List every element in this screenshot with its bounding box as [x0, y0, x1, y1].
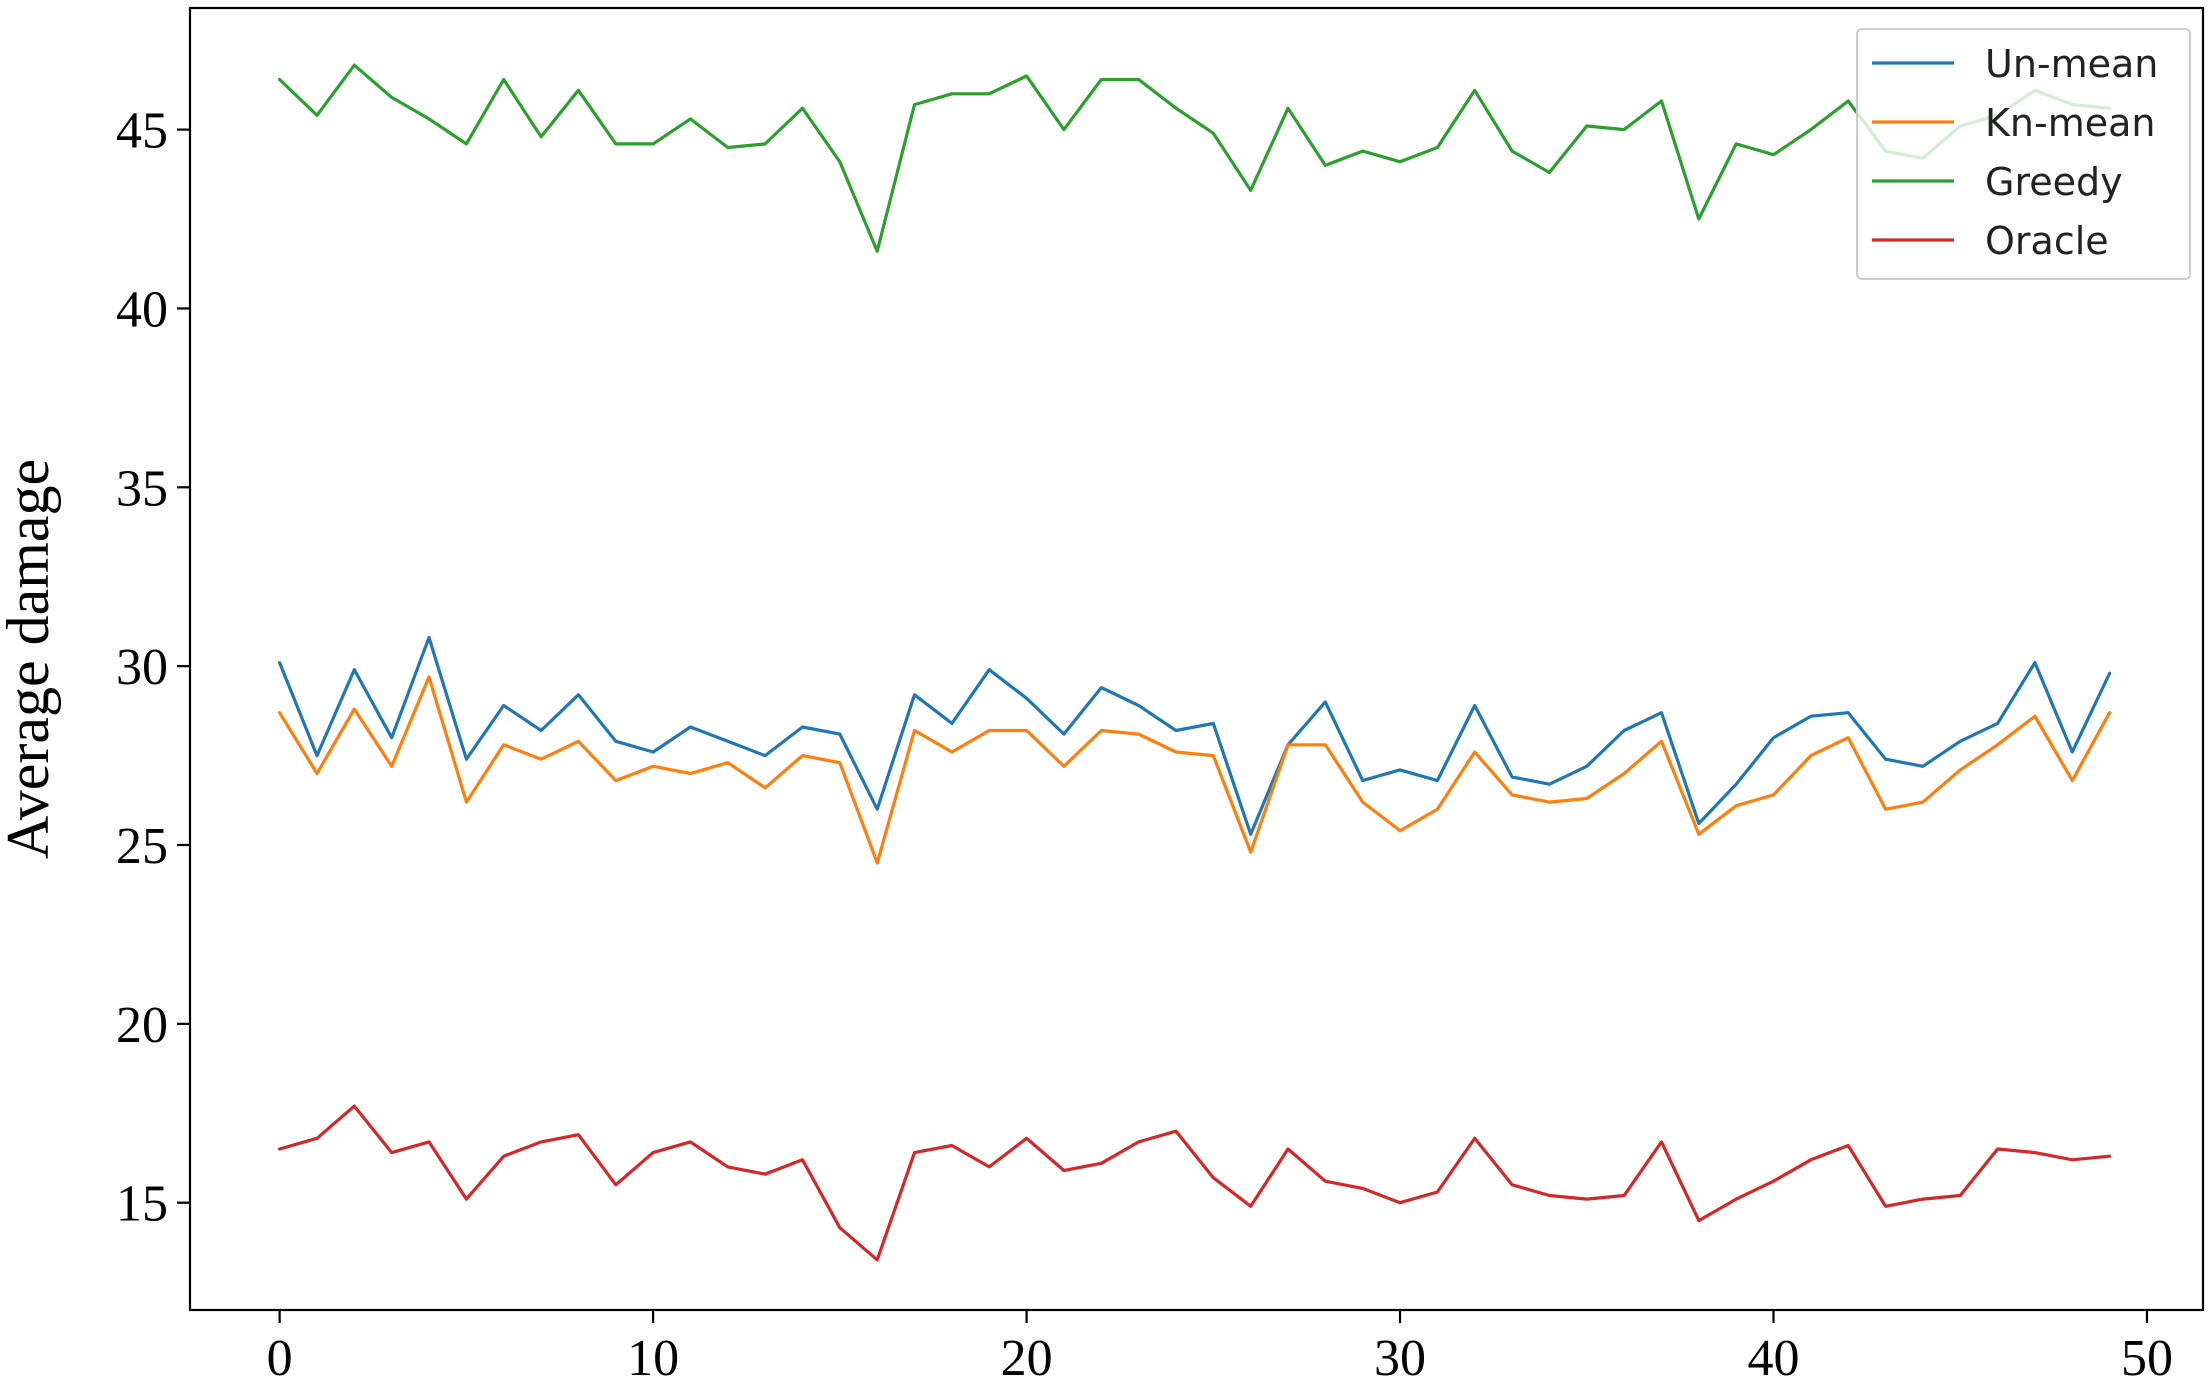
- y-tick-label: 45: [116, 103, 168, 160]
- series-line-kn-mean: [278, 675, 2112, 865]
- y-tick-label: 20: [116, 997, 168, 1054]
- y-tick-label: 25: [116, 818, 168, 875]
- x-tick-label: 10: [627, 1330, 679, 1387]
- legend-label: Kn-mean: [1985, 101, 2155, 145]
- legend-label: Un-mean: [1985, 42, 2158, 86]
- x-tick-label: 0: [267, 1330, 293, 1387]
- y-tick-label: 30: [116, 639, 168, 696]
- series-line-greedy: [278, 63, 2112, 253]
- x-tick-label: 20: [1001, 1330, 1053, 1387]
- y-tick-label: 35: [116, 460, 168, 517]
- y-tick-label: 40: [116, 281, 168, 338]
- series-line-oracle: [278, 1104, 2112, 1262]
- y-tick-label: 15: [116, 1176, 168, 1233]
- axes: 0 10 20 30 40 50 15 20 25 30 35 40 45 Average damage: [0, 6, 2205, 1387]
- series-line-un-mean: [278, 635, 2112, 836]
- series-lines: [278, 63, 2112, 1262]
- x-tick-label: 50: [2121, 1330, 2173, 1387]
- plot-frame: [188, 6, 2205, 1312]
- legend-box: [1856, 28, 2191, 280]
- x-tick-label: 40: [1748, 1330, 1800, 1387]
- legend-label: Greedy: [1985, 160, 2123, 204]
- legend-label: Oracle: [1985, 219, 2109, 263]
- y-axis-label: Average damage: [0, 459, 61, 859]
- x-tick-label: 30: [1374, 1330, 1426, 1387]
- legend: Un-mean Kn-mean Greedy Oracle: [1856, 28, 2191, 280]
